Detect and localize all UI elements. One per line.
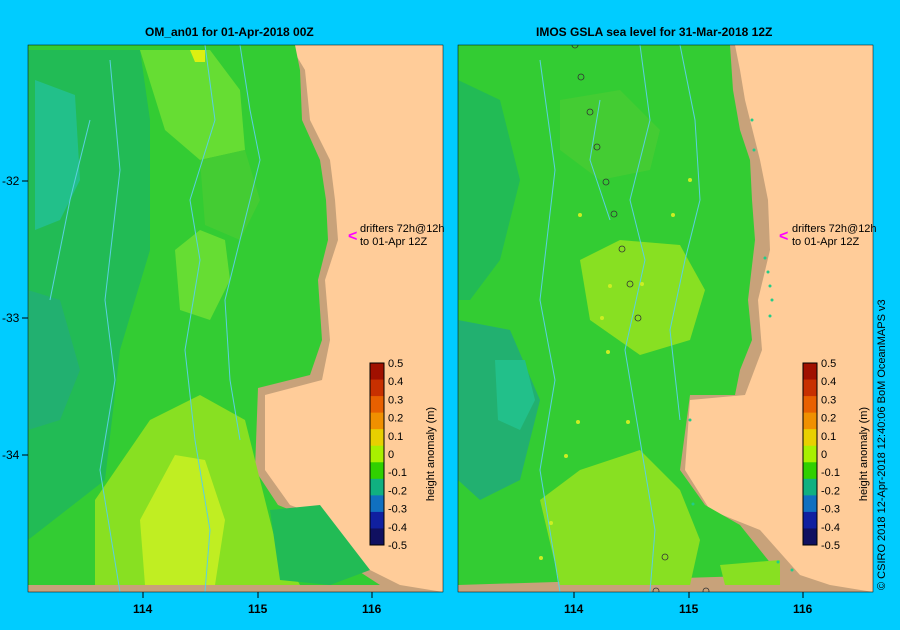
y-tick-34: -34 [2, 448, 20, 462]
colorbar-left-color-swatch [370, 528, 384, 546]
colorbar-left-tick-label: 0.3 [388, 394, 403, 406]
colorbar-right-color-swatch [803, 396, 817, 414]
x-tick-left-116: 116 [362, 602, 382, 616]
colorbar-left-tick-label: 0.1 [388, 431, 403, 443]
colorbar-left-color-swatch [370, 429, 384, 447]
colorbar-left-color-swatch [370, 445, 384, 463]
right-panel-title: IMOS GSLA sea level for 31-Mar-2018 12Z [536, 25, 773, 39]
colorbar-right-tick-label: -0.1 [821, 467, 840, 479]
drifter-label-right-line1: drifters 72h@12h [792, 223, 877, 235]
colorbar-right-axis-label: height anomaly (m) [858, 407, 870, 501]
colorbar-right-tick-label: -0.4 [821, 522, 840, 534]
colorbar-left-color-swatch [370, 495, 384, 513]
colorbar-right-tick-label: 0.1 [821, 431, 836, 443]
colorbar-right-color-swatch [803, 429, 817, 447]
colorbar-right-tick-label: 0.2 [821, 413, 836, 425]
coastal-drifters [688, 118, 794, 572]
colorbar-left-color-swatch [370, 363, 384, 381]
colorbar-left: 0.5 0.4 0.3 0.2 0.1 0 -0.1 -0.2 -0.3 -0.4 -0.5 heig… [369, 358, 437, 552]
credit-text: © CSIRO 2018 12-Apr-2018 12:40:06 BoM Oc… [876, 299, 888, 590]
drifter-label-left-line2: to 01-Apr 12Z [360, 236, 428, 248]
colorbar-left-axis-label: height anomaly (m) [425, 407, 437, 501]
colorbar-right-tick-label: 0 [821, 449, 827, 461]
colorbar-right-color-swatch [803, 445, 817, 463]
colorbar-right: 0.5 0.4 0.3 0.2 0.1 0 -0.1 -0.2 -0.3 -0.4 -0.5 heig… [802, 358, 870, 552]
drifter-label-left-line1: drifters 72h@12h [360, 223, 445, 235]
x-tick-left-115: 115 [248, 602, 268, 616]
colorbar-left-color-swatch [370, 412, 384, 430]
colorbar-right-color-swatch [803, 528, 817, 546]
colorbar-left-tick-label: -0.1 [388, 467, 407, 479]
colorbar-right-tick-label: -0.5 [821, 540, 840, 552]
colorbar-left-tick-label: 0.4 [388, 376, 403, 388]
colorbar-left-color-swatch [370, 396, 384, 414]
left-panel-title: OM_an01 for 01-Apr-2018 00Z [145, 25, 314, 39]
colorbar-left-tick-label: 0 [388, 449, 394, 461]
colorbar-right-tick-label: 0.5 [821, 358, 836, 370]
colorbar-right-color-swatch [803, 363, 817, 381]
drifter-label-right-line2: to 01-Apr 12Z [792, 236, 860, 248]
y-tick-32: -32 [2, 174, 20, 188]
colorbar-left-tick-label: 0.5 [388, 358, 403, 370]
colorbar-left-color-swatch [370, 462, 384, 480]
colorbar-left-tick-label: -0.5 [388, 540, 407, 552]
x-tick-right-114: 114 [564, 602, 584, 616]
drifter-label-left: drifters 72h@12h to 01-Apr 12Z [360, 223, 445, 249]
colorbar-right-color-swatch [803, 511, 817, 529]
colorbar-right-tick-label: 0.4 [821, 376, 836, 388]
colorbar-right-color-swatch [803, 462, 817, 480]
drifter-tracks [539, 178, 692, 560]
colorbar-right-color-swatch [803, 478, 817, 496]
y-tick-33: -33 [2, 311, 20, 325]
x-tick-right-115: 115 [679, 602, 699, 616]
colorbar-right-color-swatch [803, 379, 817, 397]
drifter-label-right: drifters 72h@12h to 01-Apr 12Z [792, 223, 877, 249]
x-tick-right-116: 116 [793, 602, 813, 616]
colorbar-left-tick-label: -0.4 [388, 522, 407, 534]
colorbar-left-color-swatch [370, 478, 384, 496]
drifter-markers [571, 45, 710, 592]
drifter-arrow-right: < [779, 228, 789, 245]
colorbar-left-color-swatch [370, 511, 384, 529]
colorbar-left-tick-label: -0.2 [388, 485, 407, 497]
colorbar-left-tick-label: -0.3 [388, 504, 407, 516]
colorbar-left-tick-label: 0.2 [388, 413, 403, 425]
x-tick-left-114: 114 [133, 602, 153, 616]
colorbar-right-color-swatch [803, 412, 817, 430]
colorbar-right-tick-label: -0.3 [821, 504, 840, 516]
drifter-arrow-left: < [348, 228, 358, 245]
colorbar-right-color-swatch [803, 495, 817, 513]
colorbar-right-tick-label: 0.3 [821, 394, 836, 406]
colorbar-left-color-swatch [370, 379, 384, 397]
colorbar-right-tick-label: -0.2 [821, 485, 840, 497]
